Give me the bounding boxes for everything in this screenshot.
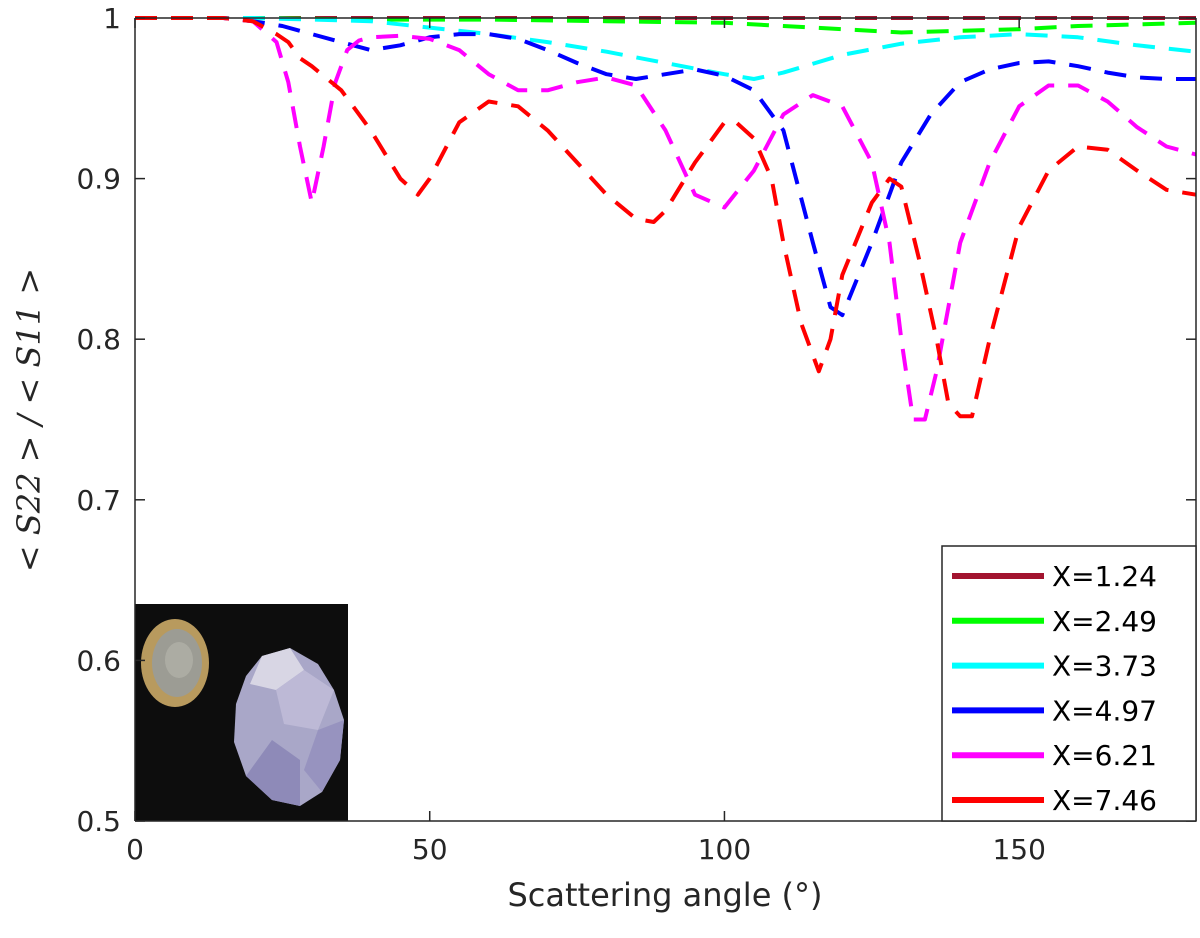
legend-label-2: X=2.49 — [1052, 605, 1157, 638]
series-line-3 — [135, 16, 1197, 81]
legend: X=1.24 X=2.49 X=3.73 X=4.97 X=6.21 X=7.46 — [941, 545, 1197, 822]
y-tick-label: 0.9 — [76, 163, 121, 196]
y-tick-label: 1 — [103, 2, 121, 35]
svg-text:< S22 > / < S11 >: < S22 > / < S11 > — [10, 268, 48, 572]
y-tick-label: 0.5 — [76, 805, 121, 838]
series-line-2 — [135, 16, 1197, 35]
y-tick-label: 0.8 — [76, 323, 121, 356]
axis-ticks: 0 50 100 150 0.5 0.6 0.7 0.8 0.9 1 — [76, 2, 1196, 866]
x-tick-label: 100 — [698, 833, 751, 866]
legend-label-1: X=1.24 — [1052, 560, 1157, 593]
series-line-4 — [135, 16, 1196, 318]
y-axis-label: < S22 > / < S11 > — [10, 268, 48, 572]
y-tick-label: 0.7 — [76, 484, 121, 517]
x-axis-label: Scattering angle (°) — [507, 876, 822, 914]
legend-label-6: X=7.46 — [1052, 784, 1157, 817]
x-tick-label: 50 — [412, 833, 448, 866]
legend-label-3: X=3.73 — [1052, 650, 1157, 683]
series-line-5 — [135, 16, 1197, 422]
legend-label-5: X=6.21 — [1052, 739, 1157, 772]
x-tick-label: 150 — [992, 833, 1045, 866]
series-line-6 — [135, 16, 1197, 419]
inset-photo — [135, 604, 348, 821]
crystal-particle-icon — [234, 648, 344, 806]
legend-box — [941, 545, 1197, 822]
x-tick-label: 0 — [126, 833, 144, 866]
coin-icon — [141, 619, 209, 707]
legend-label-4: X=4.97 — [1052, 694, 1157, 727]
y-tick-label: 0.6 — [76, 644, 121, 677]
